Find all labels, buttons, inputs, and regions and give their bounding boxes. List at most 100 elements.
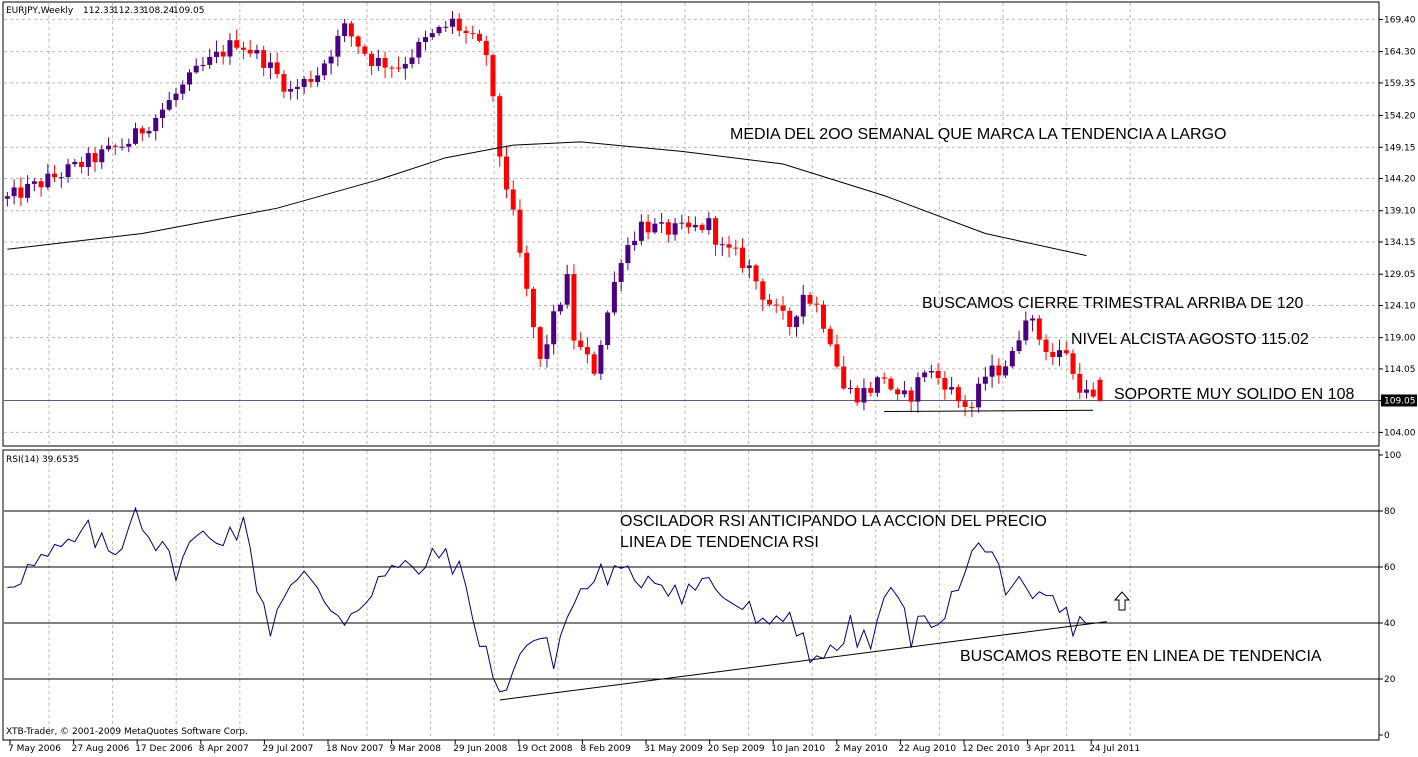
candle: [369, 51, 375, 76]
candle-body: [85, 153, 91, 168]
candle: [186, 69, 192, 92]
candle-body: [976, 383, 982, 408]
candle: [854, 385, 860, 406]
candle: [254, 44, 260, 60]
candle-body: [355, 36, 361, 47]
candle: [605, 310, 611, 350]
candle: [362, 44, 368, 57]
candle: [557, 302, 563, 315]
candle-body: [369, 53, 375, 67]
candle-body: [186, 72, 192, 85]
candle: [207, 48, 213, 70]
candle-body: [868, 388, 874, 393]
candle: [220, 44, 226, 65]
candle-body: [760, 281, 766, 300]
candle-body: [544, 344, 550, 359]
ohlc-high: 112.33: [113, 6, 145, 16]
candle-body: [308, 78, 314, 82]
candle: [4, 191, 10, 207]
candle-body: [402, 63, 408, 69]
candle-body: [375, 57, 381, 67]
candle-body: [605, 312, 611, 346]
candle: [834, 334, 840, 369]
candle-body: [841, 366, 847, 389]
candle-body: [915, 377, 921, 402]
price-tick-label: 139.10: [1384, 207, 1416, 217]
candle: [450, 11, 456, 34]
candle-body: [551, 311, 557, 345]
candle-body: [530, 288, 536, 328]
candle-body: [288, 88, 294, 92]
candle-body: [564, 274, 570, 305]
price-tick-label: 104.00: [1384, 428, 1416, 438]
price-tick-label: 114.05: [1384, 365, 1416, 375]
candle-body: [207, 56, 213, 65]
candle: [591, 351, 597, 376]
candle-body: [213, 51, 219, 57]
candle: [935, 363, 941, 385]
candle-body: [450, 18, 456, 27]
candle: [348, 20, 354, 47]
candle-body: [112, 145, 118, 147]
candle: [281, 70, 287, 99]
candle-body: [139, 128, 145, 134]
candle-body: [254, 50, 260, 54]
candle: [908, 386, 914, 413]
candle-body: [52, 173, 58, 178]
candle-body: [11, 187, 17, 197]
candle-body: [180, 84, 186, 94]
candle-body: [31, 181, 37, 184]
candle: [1036, 314, 1042, 346]
candle: [72, 158, 78, 168]
candle: [551, 304, 557, 355]
candle: [38, 177, 44, 197]
candle-body: [301, 78, 307, 87]
candle-body: [874, 377, 880, 393]
candle-body: [18, 187, 24, 198]
rsi-grid: [4, 451, 1379, 739]
candle: [969, 401, 975, 417]
candle: [874, 375, 880, 397]
candle: [301, 76, 307, 94]
date-tick-label: 29 Jun 2008: [453, 744, 507, 754]
candle: [962, 395, 968, 417]
candle: [416, 37, 422, 65]
candle-body: [1097, 379, 1103, 401]
candle: [409, 48, 415, 69]
candle: [99, 144, 105, 169]
candle-body: [625, 245, 631, 264]
price-tick-label: 154.20: [1384, 111, 1416, 121]
candle: [706, 211, 712, 235]
candle-body: [969, 406, 975, 408]
candle: [814, 296, 820, 313]
candle: [861, 378, 867, 411]
candle-body: [423, 37, 429, 42]
price-tick-label: 169.40: [1384, 15, 1416, 25]
candle: [517, 199, 523, 258]
rsi-title: RSI(14) 39.6535: [6, 455, 79, 465]
candle: [490, 53, 496, 102]
candle: [200, 57, 206, 72]
candle-body: [510, 189, 516, 210]
candle: [456, 13, 462, 37]
candle: [261, 45, 267, 77]
price-plot: [4, 11, 1379, 417]
candle-body: [726, 244, 732, 248]
candle-body: [99, 149, 105, 163]
candle-body: [126, 143, 132, 147]
candle-body: [45, 173, 51, 188]
candle-body: [807, 294, 813, 304]
candle-body: [429, 33, 435, 38]
candle-body: [814, 303, 820, 305]
candle: [267, 53, 273, 80]
candle: [955, 384, 961, 408]
candle-body: [193, 65, 199, 73]
candle-body: [220, 51, 226, 57]
date-tick-label: 24 Jul 2011: [1089, 744, 1140, 754]
candle-body: [935, 371, 941, 379]
candle: [1016, 330, 1022, 354]
date-axis: 7 May 2006 27 Aug 2006 17 Dec 2006 8 Apr 20…: [8, 740, 1140, 754]
candle-body: [38, 181, 44, 188]
candle-body: [854, 387, 860, 403]
candle-body: [92, 153, 98, 163]
